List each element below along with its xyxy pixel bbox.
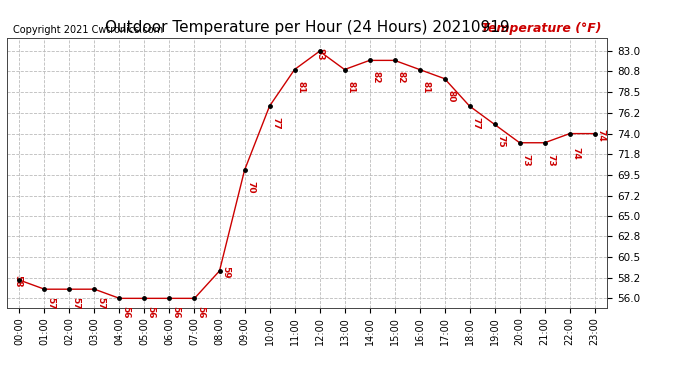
Text: 70: 70 bbox=[246, 181, 255, 194]
Text: 77: 77 bbox=[271, 117, 280, 130]
Text: 73: 73 bbox=[522, 154, 531, 166]
Text: 56: 56 bbox=[196, 306, 205, 318]
Text: 81: 81 bbox=[346, 81, 355, 93]
Text: 83: 83 bbox=[315, 48, 324, 60]
Text: 80: 80 bbox=[446, 90, 455, 102]
Text: 82: 82 bbox=[371, 71, 380, 84]
Text: Temperature (°F): Temperature (°F) bbox=[481, 22, 601, 35]
Text: 57: 57 bbox=[46, 297, 55, 309]
Text: Copyright 2021 Cwtronics.com: Copyright 2021 Cwtronics.com bbox=[13, 25, 163, 35]
Text: 56: 56 bbox=[121, 306, 130, 318]
Text: 82: 82 bbox=[396, 71, 405, 84]
Text: 77: 77 bbox=[471, 117, 480, 130]
Text: 75: 75 bbox=[496, 135, 505, 148]
Text: 74: 74 bbox=[596, 129, 605, 142]
Text: 57: 57 bbox=[96, 297, 105, 309]
Title: Outdoor Temperature per Hour (24 Hours) 20210919: Outdoor Temperature per Hour (24 Hours) … bbox=[105, 20, 509, 35]
Text: 56: 56 bbox=[171, 306, 180, 318]
Text: 57: 57 bbox=[71, 297, 80, 309]
Text: 73: 73 bbox=[546, 154, 555, 166]
Text: 56: 56 bbox=[146, 306, 155, 318]
Text: 58: 58 bbox=[14, 276, 23, 288]
Text: 81: 81 bbox=[422, 81, 431, 93]
Text: 81: 81 bbox=[296, 81, 305, 93]
Text: 74: 74 bbox=[571, 147, 580, 160]
Text: 59: 59 bbox=[221, 266, 230, 279]
